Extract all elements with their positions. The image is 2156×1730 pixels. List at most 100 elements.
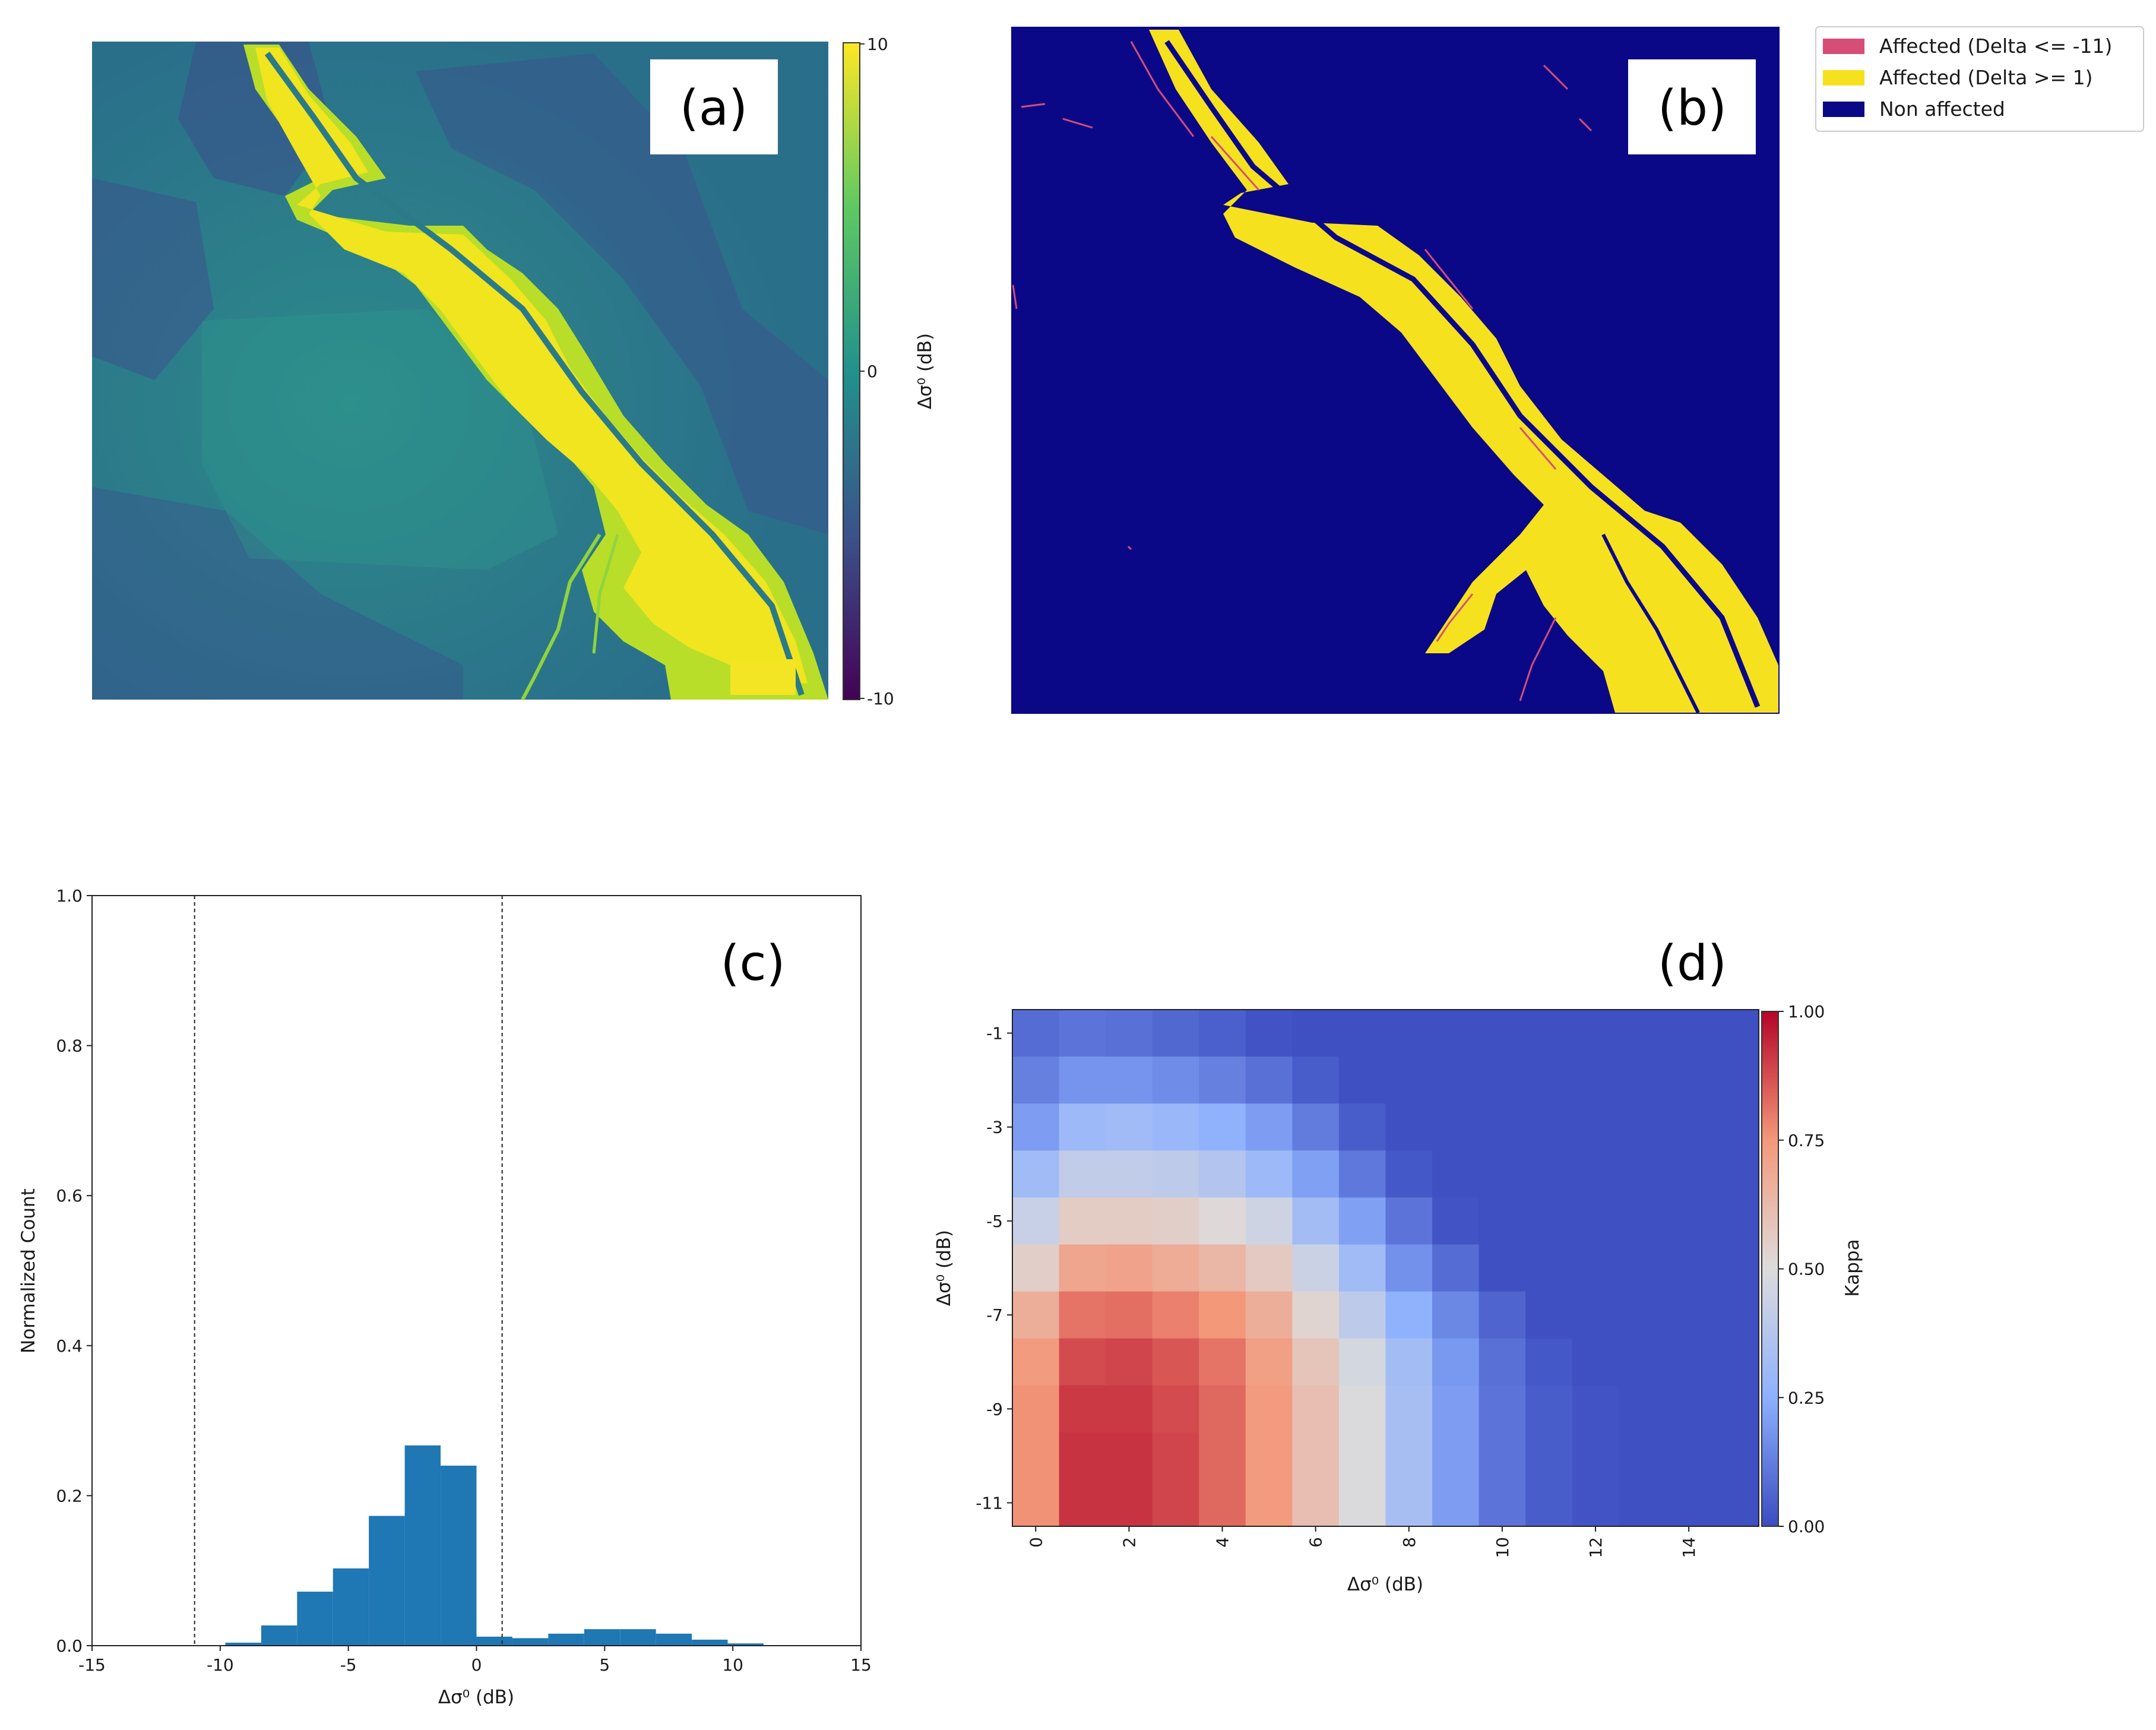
- heatmap-cell: [1106, 1338, 1153, 1386]
- heatmap-cell: [1106, 1479, 1153, 1527]
- heatmap-cell: [1292, 1244, 1340, 1292]
- heatmap-cell: [1525, 1057, 1573, 1104]
- heatmap-cell: [1152, 1057, 1199, 1104]
- y-tick-label: 0.2: [56, 1486, 83, 1506]
- heatmap-cell: [1012, 1385, 1060, 1433]
- heatmap-cell: [1479, 1244, 1526, 1292]
- panel-c-label: (c): [720, 935, 785, 992]
- heatmap-cell: [1665, 1432, 1713, 1480]
- panel-a-label-box: [650, 59, 778, 154]
- heatmap-cell: [1059, 1291, 1106, 1339]
- x-tick-label: 10: [722, 1655, 743, 1675]
- histogram-bar: [369, 1516, 405, 1646]
- panel-a-flood-channel: [521, 533, 601, 701]
- heatmap-cell: [1572, 1338, 1619, 1386]
- panel-b-label: (b): [1658, 80, 1727, 137]
- panel-a-colorbar-label: Δσ⁰ (dB): [914, 333, 936, 409]
- heatmap-cell: [1432, 1338, 1480, 1386]
- x-tick-label: 14: [1679, 1537, 1699, 1558]
- heatmap-cell: [1106, 1291, 1153, 1339]
- heatmap-cell: [1432, 1057, 1480, 1104]
- heatmap-cell: [1292, 1057, 1340, 1104]
- panel-b-affected-speckle: [1012, 64, 1593, 551]
- heatmap-cell: [1059, 1385, 1106, 1433]
- histogram-bar: [225, 1642, 261, 1646]
- heatmap-cell: [1432, 1291, 1480, 1339]
- y-tick-label: 0.4: [56, 1336, 83, 1356]
- heatmap-cell: [1199, 1057, 1246, 1104]
- panel-a-flood-zone-core: [255, 48, 808, 689]
- heatmap-cell: [1712, 1291, 1759, 1339]
- heatmap-cell: [1572, 1385, 1619, 1433]
- heatmap-cell: [1385, 1432, 1433, 1480]
- heatmap-cell: [1199, 1244, 1246, 1292]
- heatmap-cell: [1292, 1385, 1340, 1433]
- heatmap-cell: [1245, 1338, 1293, 1386]
- panel-b-flood-zone: [1149, 30, 1778, 713]
- heatmap-cell: [1525, 1244, 1573, 1292]
- heatmap-cell: [1338, 1338, 1386, 1386]
- panel-b-legend-label: Non affected: [1879, 97, 2005, 121]
- heatmap-cell: [1619, 1197, 1666, 1245]
- heatmap-cell: [1106, 1150, 1153, 1198]
- heatmap-cell: [1152, 1244, 1199, 1292]
- heatmap-cell: [1479, 1479, 1526, 1527]
- heatmap-cell: [1292, 1291, 1340, 1339]
- x-tick-label: 8: [1400, 1537, 1419, 1548]
- panel-c: -15 -10 -5 0 5 10 15 0.0 0.2 0.4 0.6 0.8 1.0 Δσ⁰ (d…: [18, 886, 872, 1708]
- heatmap-cell: [1292, 1150, 1340, 1198]
- heatmap-cell: [1012, 1244, 1060, 1292]
- heatmap-cell: [1059, 1244, 1106, 1292]
- x-tick-label: 4: [1213, 1537, 1233, 1548]
- heatmap-cell: [1479, 1291, 1526, 1339]
- x-tick-label: -5: [340, 1655, 357, 1675]
- x-tick-label: 5: [599, 1655, 610, 1675]
- heatmap-cell: [1385, 1197, 1433, 1245]
- heatmap-cell: [1059, 1057, 1106, 1104]
- panel-a-dark-region: [92, 487, 463, 700]
- heatmap-cell: [1479, 1103, 1526, 1151]
- heatmap-cell: [1106, 1057, 1153, 1104]
- heatmap-cell: [1525, 1385, 1573, 1433]
- heatmap-cell: [1432, 1244, 1480, 1292]
- heatmap-cell: [1385, 1385, 1433, 1433]
- heatmap-cell: [1385, 1479, 1433, 1527]
- panel-d-axes-frame: [1012, 1009, 1759, 1527]
- panel-c-axes-frame: [91, 895, 862, 1646]
- heatmap-cell: [1338, 1197, 1386, 1245]
- heatmap-cell: [1525, 1338, 1573, 1386]
- panel-a-dark-region: [92, 178, 214, 380]
- x-tick-label: 12: [1586, 1537, 1606, 1558]
- heatmap-cell: [1059, 1432, 1106, 1480]
- heatmap-cell: [1059, 1338, 1106, 1386]
- heatmap-cell: [1338, 1479, 1386, 1527]
- heatmap-cell: [1338, 1432, 1386, 1480]
- histogram-bar: [692, 1639, 728, 1646]
- panel-d-xlabel: Δσ⁰ (dB): [1347, 1574, 1423, 1595]
- heatmap-cell: [1572, 1432, 1619, 1480]
- heatmap-cell: [1572, 1244, 1619, 1292]
- heatmap-cell: [1619, 1291, 1666, 1339]
- y-tick-label: 1.0: [56, 886, 83, 906]
- heatmap-cell: [1432, 1150, 1480, 1198]
- panel-d-label: (d): [1658, 935, 1727, 992]
- heatmap-cell: [1712, 1057, 1759, 1104]
- panel-b-affected-speckle: [1130, 41, 1557, 701]
- y-tick-label: -7: [986, 1305, 1003, 1325]
- panel-a-light-region: [202, 309, 558, 570]
- heatmap-cell: [1385, 1057, 1433, 1104]
- heatmap-cell: [1199, 1291, 1246, 1339]
- heatmap-cell: [1245, 1432, 1293, 1480]
- panel-d-ylabel: Δσ⁰ (dB): [933, 1230, 955, 1306]
- heatmap-cell: [1525, 1150, 1573, 1198]
- histogram-bar: [404, 1445, 441, 1646]
- y-tick-label: -1: [986, 1024, 1003, 1043]
- heatmap-cell: [1245, 1385, 1293, 1433]
- heatmap-cell: [1152, 1010, 1199, 1057]
- heatmap-cell: [1712, 1432, 1759, 1480]
- heatmap-cell: [1059, 1150, 1106, 1198]
- histogram-bar: [476, 1636, 512, 1646]
- panel-a-colorbar: [843, 42, 860, 700]
- panel-a-colorbar-tick: -10: [867, 689, 894, 709]
